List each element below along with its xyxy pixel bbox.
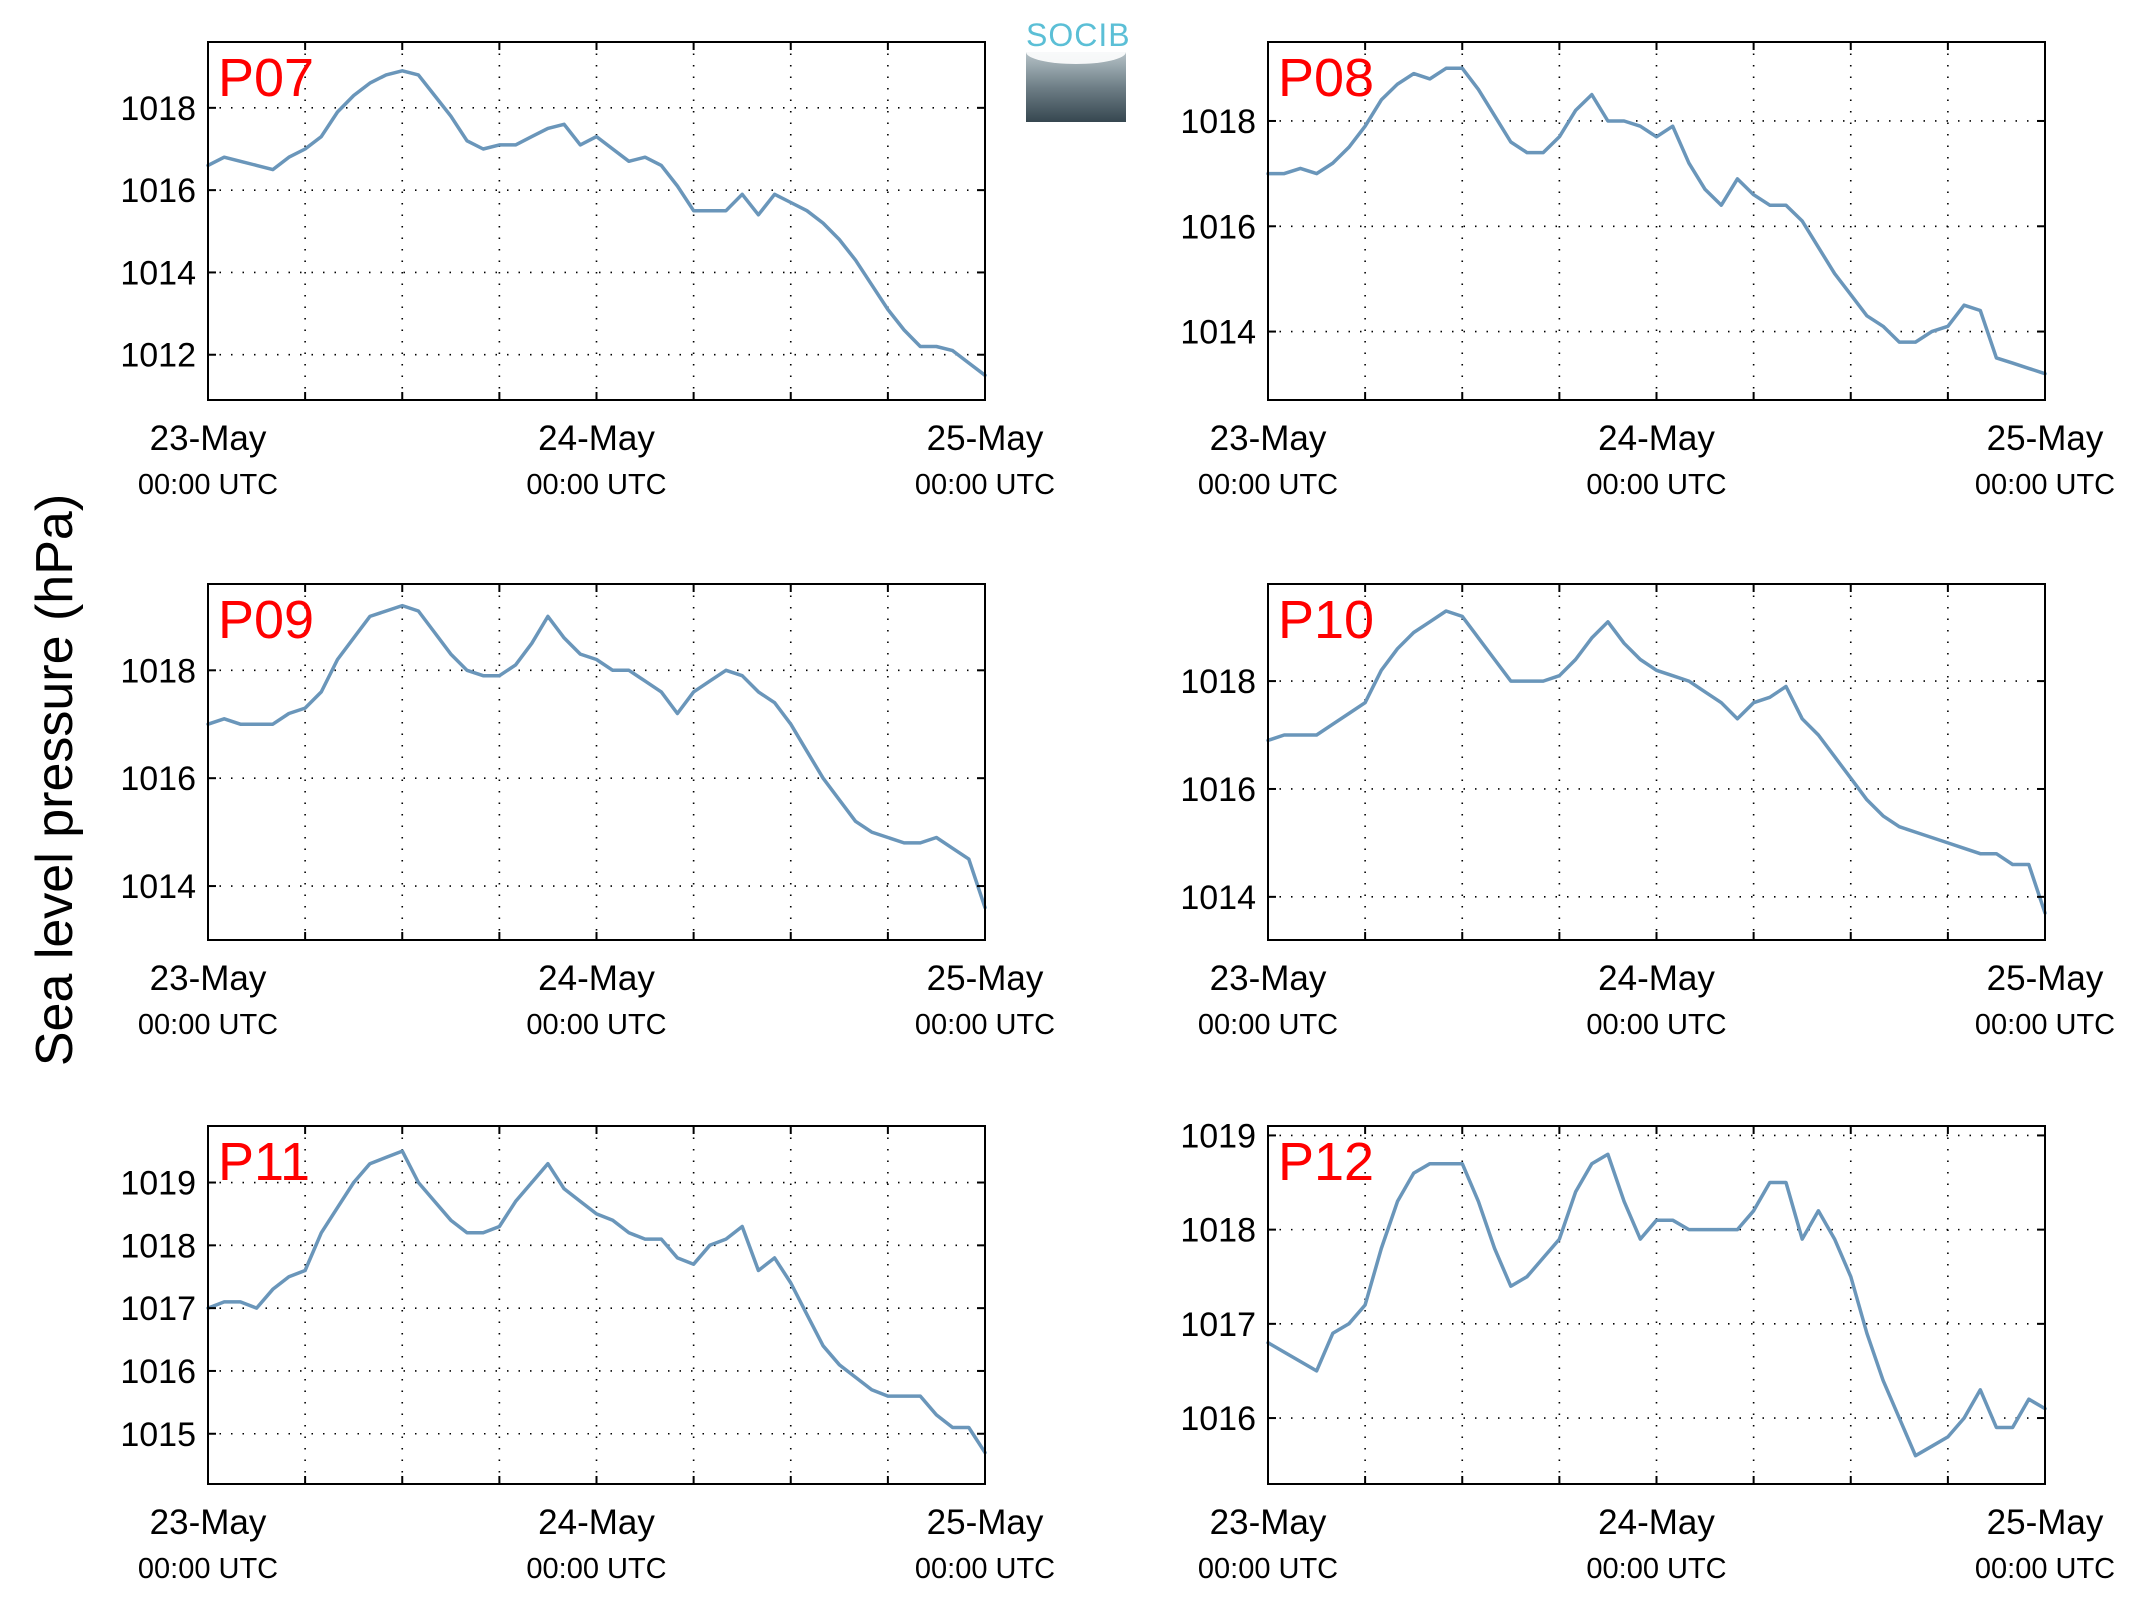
x-tick-label-date: 24-May [538,419,655,458]
station-label: P09 [218,590,314,650]
series-line-p08 [1266,66,2047,376]
x-tick-label-time: 00:00 UTC [1586,469,1726,501]
axes-frame [207,583,986,941]
y-tick-label: 1012 [120,337,196,375]
panel-p09: 1014 1016 1018 23-May 00:00 UTC 24-May 00:00 U… [120,583,1055,1041]
series-line-p09 [206,603,987,910]
x-tick-label-date: 23-May [150,959,267,998]
y-tick-label: 1018 [120,90,196,128]
x-tick-label-time: 00:00 UTC [138,1553,278,1585]
y-tick-label: 1018 [1180,1212,1256,1250]
x-tick-label-time: 00:00 UTC [526,1009,666,1041]
panel-p10: 1014 1016 1018 23-May 00:00 UTC 24-May 00:00 U… [1180,583,2115,1041]
x-tick-label-date: 24-May [538,1503,655,1542]
x-tick-label-time: 00:00 UTC [1198,1009,1338,1041]
x-tick-label-time: 00:00 UTC [138,1009,278,1041]
y-tick-label: 1017 [1180,1306,1256,1344]
y-tick-label: 1016 [1180,1400,1256,1438]
series-line-p07 [206,69,987,378]
y-tick-label: 1014 [120,868,196,906]
y-tick-label: 1014 [120,254,196,292]
x-tick-label-time: 00:00 UTC [915,469,1055,501]
x-tick-label-date: 25-May [927,959,1044,998]
series-line-p10 [1266,609,2047,915]
x-tick-label-time: 00:00 UTC [915,1553,1055,1585]
panel-p07: 1012 1014 1016 1018 23-May 00:00 UTC 24-May 00:… [120,41,1055,501]
x-tick-label-time: 00:00 UTC [1975,1553,2115,1585]
y-tick-label: 1018 [1180,663,1256,701]
x-tick-label-date: 25-May [927,1503,1044,1542]
y-tick-label: 1018 [1180,103,1256,141]
x-tick-label-date: 25-May [1987,1503,2104,1542]
y-tick-label: 1016 [120,172,196,210]
y-tick-label: 1018 [120,1227,196,1265]
x-tick-label-time: 00:00 UTC [915,1009,1055,1041]
socib-logo: SOCIB [1026,17,1131,122]
logo-wave [1026,52,1126,64]
x-tick-label-time: 00:00 UTC [138,469,278,501]
axes-frame [1267,583,2046,941]
axes-frame [207,1125,986,1485]
axes-frame [207,41,986,401]
x-tick-label-date: 24-May [1598,1503,1715,1542]
station-label: P12 [1278,1132,1374,1192]
x-tick-label-time: 00:00 UTC [1975,469,2115,501]
y-tick-label: 1017 [120,1290,196,1328]
panel-p12: 1016 1017 1018 1019 23-May 00:00 UTC 24-May 00:… [1180,1117,2115,1585]
x-tick-label-date: 25-May [927,419,1044,458]
x-tick-label-date: 23-May [1210,1503,1327,1542]
x-tick-label-date: 23-May [1210,419,1327,458]
y-tick-label: 1018 [120,652,196,690]
logo-text: SOCIB [1026,17,1131,53]
x-tick-label-date: 24-May [1598,959,1715,998]
x-tick-label-time: 00:00 UTC [1586,1009,1726,1041]
station-label: P10 [1278,590,1374,650]
station-label: P08 [1278,48,1374,108]
y-tick-label: 1014 [1180,879,1256,917]
y-tick-label: 1016 [120,760,196,798]
station-label: P11 [218,1132,310,1192]
panel-p08: 1014 1016 1018 23-May 00:00 UTC 24-May 00:00 U… [1180,41,2115,501]
y-tick-label: 1016 [1180,208,1256,246]
x-tick-label-date: 24-May [538,959,655,998]
x-tick-label-time: 00:00 UTC [1586,1553,1726,1585]
series-line-p12 [1266,1152,2047,1458]
x-tick-label-date: 23-May [1210,959,1327,998]
y-tick-label: 1014 [1180,314,1256,352]
x-tick-label-time: 00:00 UTC [1198,1553,1338,1585]
panel-p11: 1015 1016 1017 1018 1019 23-May 00:00 UTC 24-Ma… [120,1125,1055,1585]
y-axis-title: Sea level pressure (hPa) [26,494,84,1066]
axes-frame [1267,1125,2046,1485]
y-tick-label: 1016 [120,1353,196,1391]
x-tick-label-time: 00:00 UTC [526,469,666,501]
x-tick-label-date: 25-May [1987,959,2104,998]
x-tick-label-time: 00:00 UTC [1975,1009,2115,1041]
x-tick-label-time: 00:00 UTC [1198,469,1338,501]
station-label: P07 [218,48,314,108]
x-tick-label-date: 24-May [1598,419,1715,458]
x-tick-label-time: 00:00 UTC [526,1553,666,1585]
x-tick-label-date: 25-May [1987,419,2104,458]
y-tick-label: 1016 [1180,771,1256,809]
x-tick-label-date: 23-May [150,419,267,458]
y-tick-label: 1019 [1180,1117,1256,1155]
x-tick-label-date: 23-May [150,1503,267,1542]
y-tick-label: 1015 [120,1416,196,1454]
series-line-p11 [206,1149,987,1455]
y-tick-label: 1019 [120,1165,196,1203]
